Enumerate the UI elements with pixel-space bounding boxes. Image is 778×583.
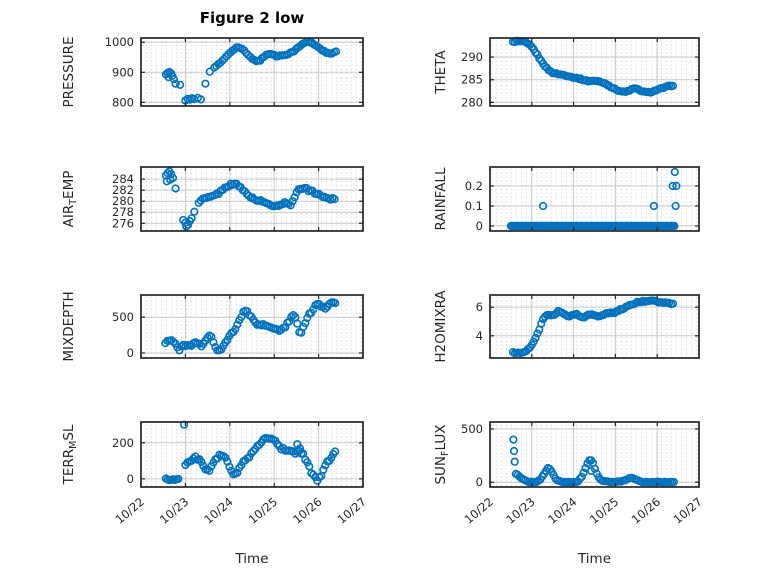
- y-axis-label-theta: THETA: [433, 50, 449, 95]
- x-tick-label: 10/26: [629, 495, 663, 527]
- axes-frame: [489, 294, 700, 359]
- outlier-point: [196, 95, 205, 104]
- y-axis-label-mixdepth: MIXDEPTH: [61, 291, 77, 361]
- outlier-point: [171, 184, 180, 193]
- x-tick-label: 10/27: [671, 495, 705, 527]
- axes-frame: [140, 294, 364, 359]
- tick-marks: [140, 422, 364, 487]
- outlier-point: [176, 80, 185, 89]
- y-axis-label-terr-msl: TERRMSL: [61, 424, 79, 485]
- x-tick-label: 10/24: [545, 495, 579, 527]
- y-tick-label: 276: [112, 216, 134, 230]
- outlier-point: [169, 75, 178, 84]
- y-tick-label: 200: [112, 436, 134, 450]
- data-points: [161, 420, 340, 485]
- figure-title: Figure 2 low: [199, 9, 305, 27]
- tick-marks: [489, 167, 700, 231]
- outlier-point: [672, 181, 681, 191]
- data-points: [508, 36, 678, 97]
- outlier-point: [670, 167, 679, 177]
- outlier-point: [509, 446, 519, 456]
- axes-frame: [140, 421, 364, 488]
- y-axis-label-air-temp: AIRTEMP: [61, 171, 79, 228]
- y-axis-label-h2omixra: H2OMIXRA: [433, 290, 449, 363]
- y-axis-label-rainfall: RAINFALL: [433, 167, 449, 230]
- y-tick-label: 6: [476, 300, 483, 314]
- outlier-point: [174, 474, 183, 484]
- y-tick-label: 284: [112, 172, 134, 186]
- outlier-point: [168, 173, 178, 183]
- y-tick-label: 0.1: [465, 199, 483, 213]
- tick-marks: [140, 295, 364, 358]
- y-tick-label: 0: [127, 472, 134, 486]
- y-tick-label: 282: [112, 183, 134, 197]
- y-tick-label: 0: [127, 346, 134, 360]
- y-tick-label: 1000: [105, 35, 134, 49]
- outlier-point: [171, 79, 180, 88]
- tick-marks: [489, 38, 700, 106]
- tick-marks: [140, 38, 364, 106]
- outlier-point: [668, 181, 677, 191]
- outlier-point: [163, 169, 172, 178]
- outlier-point: [205, 67, 214, 76]
- data-points: [161, 298, 340, 355]
- data-points: [509, 435, 679, 487]
- data-points: [161, 167, 339, 231]
- data-points: [508, 296, 678, 358]
- data-points: [506, 167, 681, 231]
- outlier-point: [184, 220, 193, 229]
- x-tick-label: 10/23: [503, 495, 537, 527]
- outlier-point: [538, 201, 548, 211]
- plot-area: [490, 167, 699, 231]
- y-tick-label: 285: [461, 73, 483, 87]
- outlier-point: [509, 435, 518, 444]
- y-tick-label: 900: [112, 65, 134, 79]
- outlier-point: [295, 444, 305, 453]
- y-tick-label: 290: [461, 50, 483, 64]
- y-tick-label: 280: [461, 95, 483, 109]
- outlier-point: [190, 207, 199, 216]
- y-axis-label-pressure: PRESSURE: [61, 37, 77, 108]
- tick-marks: [489, 295, 700, 358]
- y-tick-label: 800: [112, 95, 134, 109]
- outlier-point: [649, 201, 659, 211]
- outlier-point: [201, 79, 210, 88]
- data-points: [161, 37, 341, 105]
- y-tick-label: 0.2: [465, 179, 483, 193]
- outlier-point: [182, 222, 191, 231]
- axes-frame: [489, 166, 700, 232]
- axes-frame: [489, 37, 700, 107]
- y-tick-label: 500: [112, 310, 134, 324]
- y-tick-label: 500: [461, 422, 483, 436]
- y-tick-label: 0: [476, 475, 483, 489]
- x-tick-label: 10/22: [462, 495, 496, 527]
- tick-marks: [489, 422, 700, 487]
- axes-frame: [140, 166, 364, 232]
- tick-marks: [140, 167, 364, 231]
- x-tick-label: 10/25: [587, 495, 621, 527]
- y-tick-label: 280: [112, 194, 134, 208]
- x-axis-label-left: Time: [235, 551, 269, 567]
- outlier-point: [671, 201, 680, 211]
- outlier-point: [510, 457, 519, 466]
- y-tick-label: 0: [476, 219, 483, 233]
- y-axis-label-sun-flux: SUNFLUX: [433, 424, 451, 484]
- outlier-point: [187, 214, 196, 223]
- x-axis-label-right: Time: [577, 551, 612, 567]
- y-tick-label: 4: [476, 329, 483, 343]
- axes-frame: [489, 421, 700, 488]
- plot-area: [490, 38, 699, 106]
- y-tick-label: 278: [112, 205, 134, 219]
- outlier-point: [587, 466, 596, 476]
